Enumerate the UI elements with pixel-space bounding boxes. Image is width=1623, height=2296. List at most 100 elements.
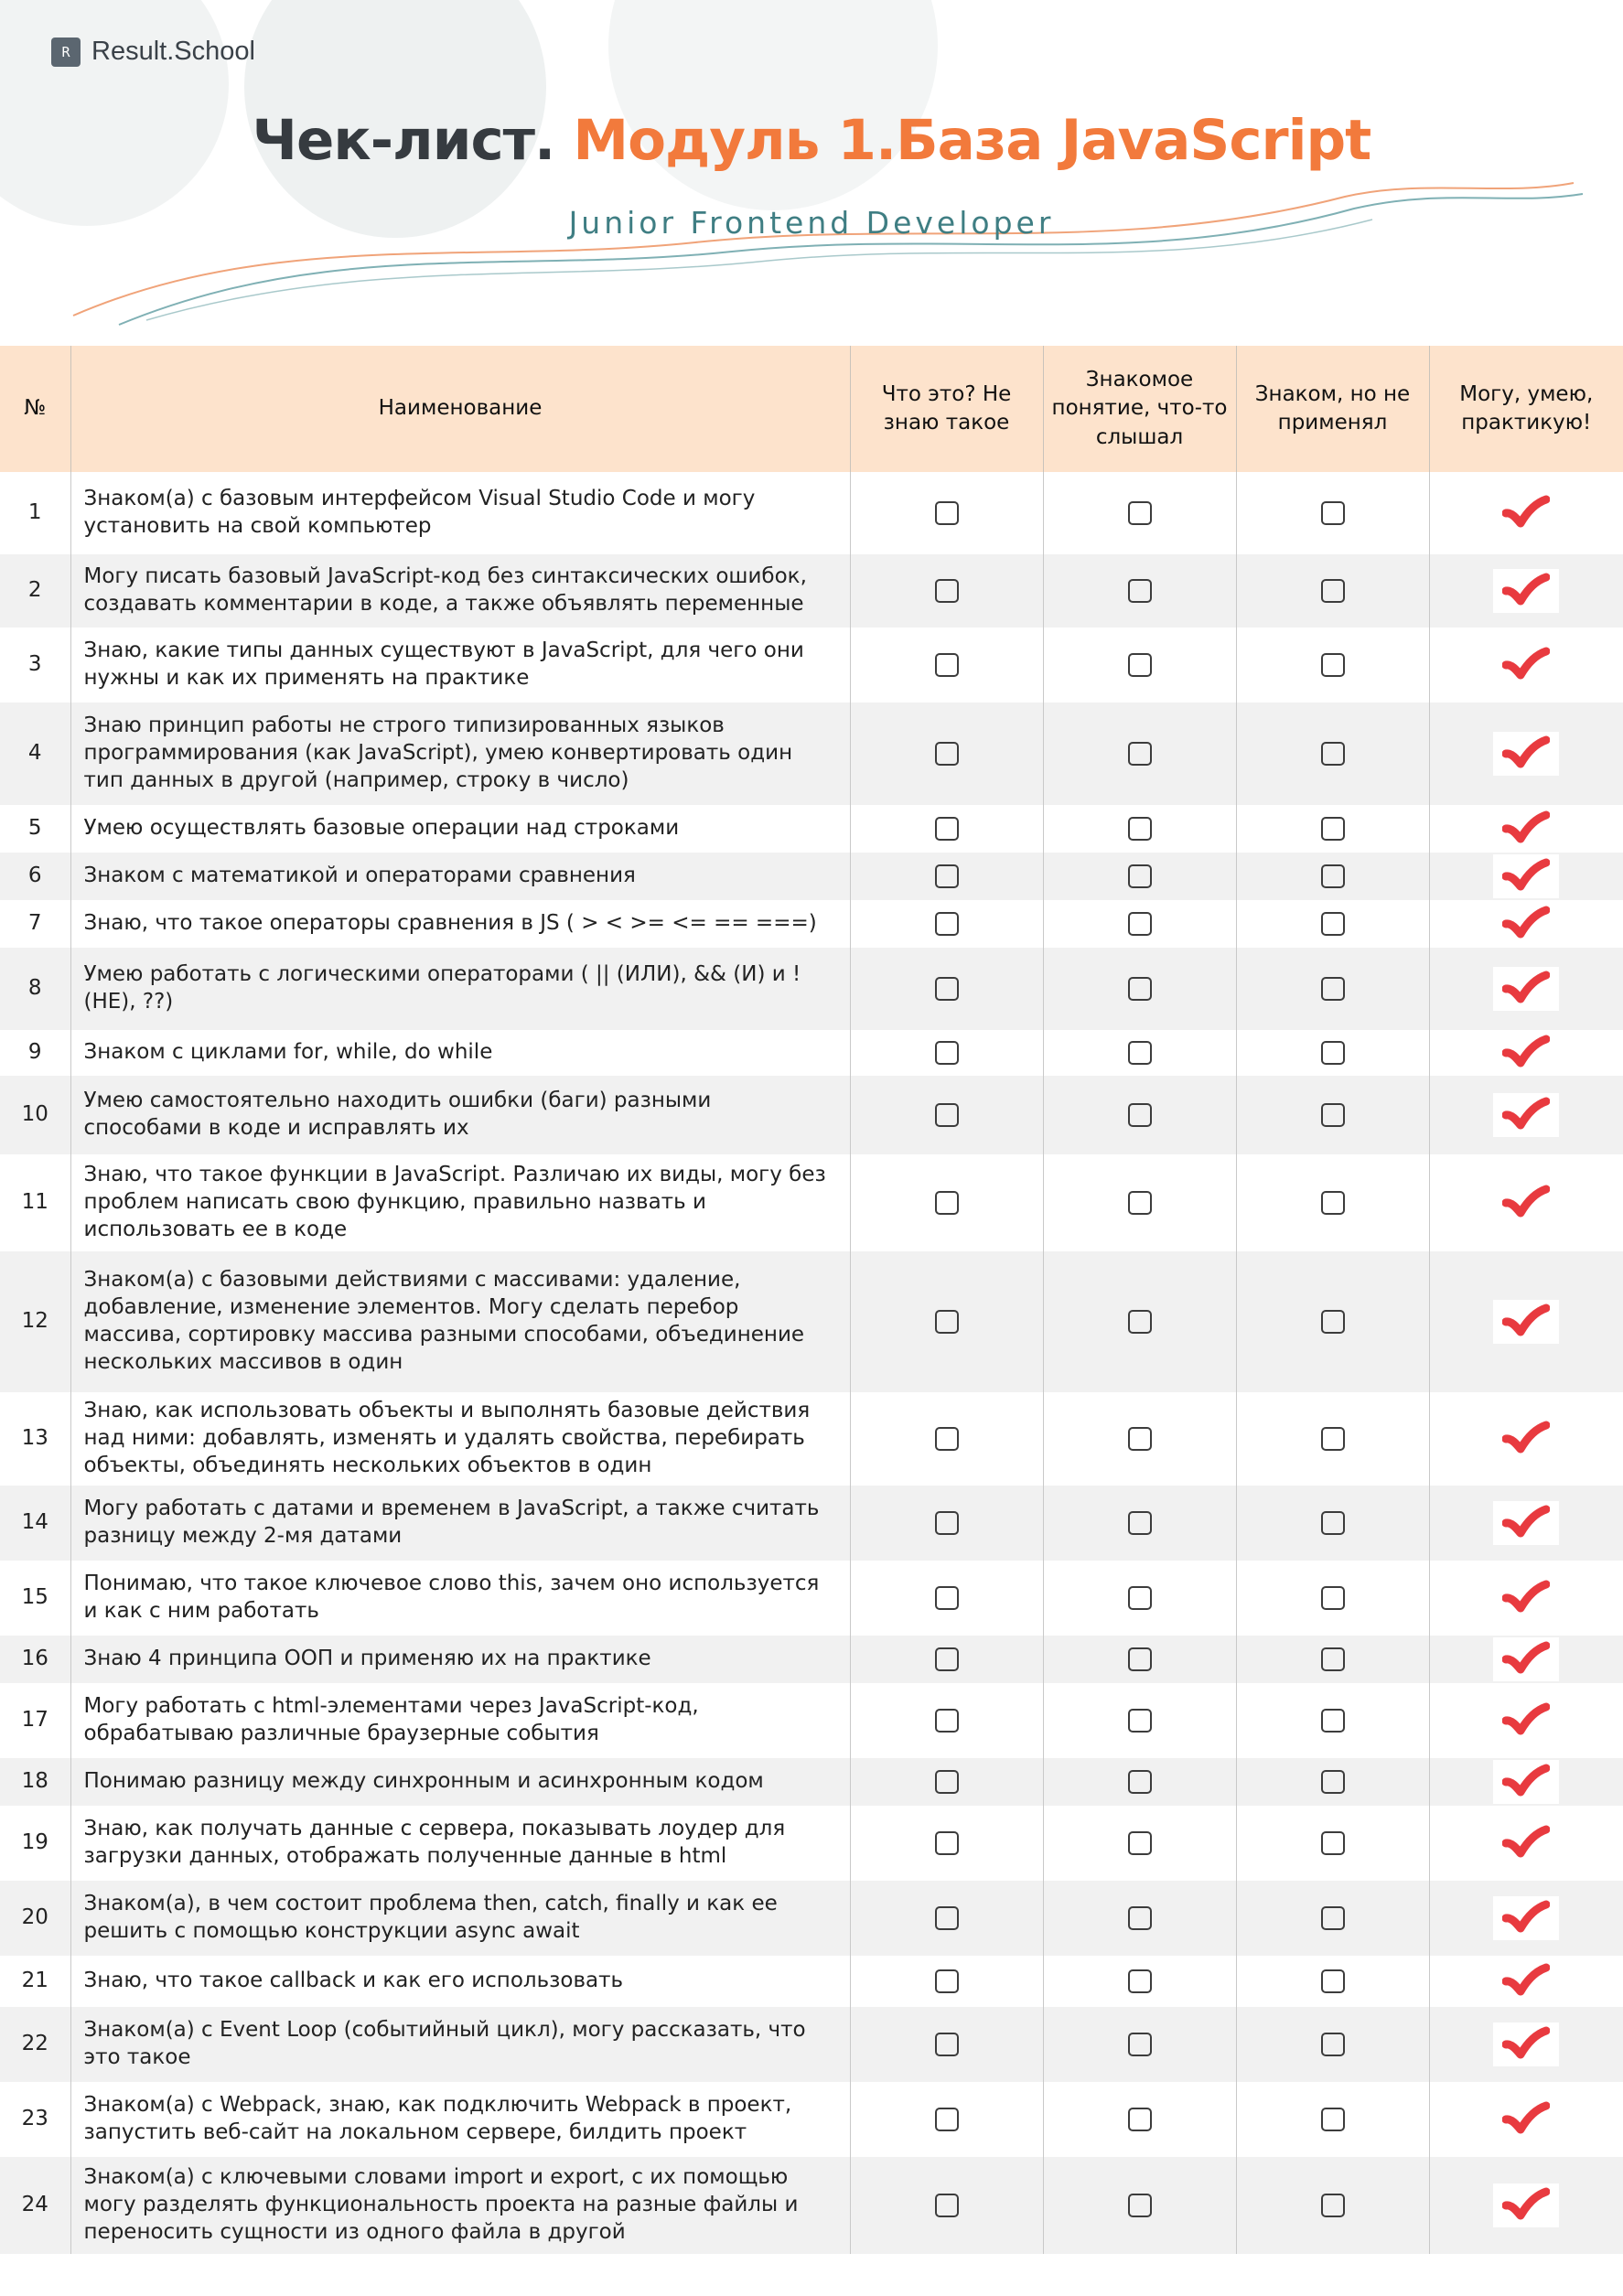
checkbox-heard[interactable] <box>1127 1647 1152 1671</box>
checkbox-unknown[interactable] <box>934 500 959 525</box>
checkbox-heard[interactable] <box>1127 652 1152 677</box>
checkbox-unknown[interactable] <box>934 1769 959 1794</box>
checkbox-unknown[interactable] <box>934 1969 959 1993</box>
checkbox-heard[interactable] <box>1127 1510 1152 1535</box>
checkbox-heard[interactable] <box>1127 1708 1152 1733</box>
checkbox-not-applied[interactable] <box>1320 652 1345 677</box>
checkbox-practice-checked[interactable] <box>1493 854 1560 898</box>
checkbox-unknown[interactable] <box>934 1708 959 1733</box>
checkbox-practice-checked[interactable] <box>1493 1896 1560 1940</box>
checkbox-practice-checked[interactable] <box>1493 732 1560 776</box>
checkbox-unknown[interactable] <box>934 2107 959 2131</box>
checkbox-not-applied[interactable] <box>1320 1830 1345 1855</box>
checkbox-unknown[interactable] <box>934 741 959 766</box>
checkbox-practice-checked[interactable] <box>1493 1093 1560 1137</box>
checkbox-not-applied[interactable] <box>1320 1190 1345 1215</box>
checkbox-practice-checked[interactable] <box>1493 569 1560 613</box>
checkbox-practice-checked[interactable] <box>1493 643 1560 687</box>
checkbox-practice-checked[interactable] <box>1493 2098 1560 2141</box>
checkbox-not-applied[interactable] <box>1320 1426 1345 1451</box>
checkbox-unknown[interactable] <box>934 2193 959 2217</box>
checkbox-not-applied[interactable] <box>1320 1969 1345 1993</box>
checkbox-not-applied[interactable] <box>1320 1585 1345 1610</box>
brand-logo[interactable]: R Result.School <box>51 37 255 67</box>
checkbox-heard[interactable] <box>1127 1190 1152 1215</box>
checkbox-heard[interactable] <box>1127 911 1152 936</box>
checkbox-heard[interactable] <box>1127 864 1152 888</box>
checkbox-not-applied[interactable] <box>1320 2032 1345 2056</box>
checkbox-unknown[interactable] <box>934 911 959 936</box>
checkbox-unknown[interactable] <box>934 1426 959 1451</box>
checkbox-practice-checked[interactable] <box>1493 1576 1560 1620</box>
checkbox-unknown-cell <box>850 1154 1044 1251</box>
checkbox-heard[interactable] <box>1127 1102 1152 1127</box>
checkbox-heard[interactable] <box>1127 2032 1152 2056</box>
checkbox-not-applied[interactable] <box>1320 1510 1345 1535</box>
checkbox-not-applied[interactable] <box>1320 1040 1345 1065</box>
checkbox-unknown[interactable] <box>934 1040 959 1065</box>
checkbox-not-applied[interactable] <box>1320 1769 1345 1794</box>
checkbox-not-applied[interactable] <box>1320 864 1345 888</box>
checkbox-not-applied[interactable] <box>1320 500 1345 525</box>
checkbox-unknown[interactable] <box>934 1510 959 1535</box>
checkbox-not-applied[interactable] <box>1320 1708 1345 1733</box>
checkbox-heard[interactable] <box>1127 741 1152 766</box>
checkbox-heard[interactable] <box>1127 1830 1152 1855</box>
checkbox-unknown[interactable] <box>934 1190 959 1215</box>
checkbox-practice-checked[interactable] <box>1493 1300 1560 1344</box>
checkbox-practice-checked[interactable] <box>1493 1417 1560 1461</box>
checkbox-heard[interactable] <box>1127 500 1152 525</box>
checkbox-not-applied[interactable] <box>1320 2193 1345 2217</box>
checkbox-not-applied[interactable] <box>1320 578 1345 603</box>
checkbox-practice-checked[interactable] <box>1493 2183 1560 2227</box>
checkbox-practice-checked[interactable] <box>1493 1181 1560 1225</box>
checkbox-unknown[interactable] <box>934 1309 959 1334</box>
checkbox-unknown[interactable] <box>934 1830 959 1855</box>
checkbox-not-applied[interactable] <box>1320 816 1345 841</box>
checkbox-not-applied[interactable] <box>1320 1905 1345 1930</box>
checkbox-unknown[interactable] <box>934 652 959 677</box>
checkbox-not-applied[interactable] <box>1320 1309 1345 1334</box>
checkbox-heard[interactable] <box>1127 1309 1152 1334</box>
checkbox-practice-cell <box>1429 2157 1623 2254</box>
checkbox-practice-checked[interactable] <box>1493 491 1560 535</box>
checkbox-practice-checked[interactable] <box>1493 1760 1560 1804</box>
checkbox-practice-checked[interactable] <box>1493 1031 1560 1075</box>
checkbox-not-applied[interactable] <box>1320 976 1345 1001</box>
checkbox-not-applied[interactable] <box>1320 2107 1345 2131</box>
checkbox-practice-checked[interactable] <box>1493 1821 1560 1865</box>
checkbox-heard[interactable] <box>1127 1769 1152 1794</box>
checkbox-heard[interactable] <box>1127 578 1152 603</box>
checkbox-practice-checked[interactable] <box>1493 1959 1560 2003</box>
checkbox-practice-checked[interactable] <box>1493 1699 1560 1743</box>
checkbox-not-applied[interactable] <box>1320 911 1345 936</box>
checkbox-practice-checked[interactable] <box>1493 1501 1560 1545</box>
checkbox-heard[interactable] <box>1127 816 1152 841</box>
checkbox-heard[interactable] <box>1127 1969 1152 1993</box>
checkbox-practice-checked[interactable] <box>1493 2022 1560 2066</box>
checkbox-not-applied[interactable] <box>1320 1647 1345 1671</box>
checkbox-unknown[interactable] <box>934 1585 959 1610</box>
checkbox-unknown[interactable] <box>934 816 959 841</box>
checkbox-unknown[interactable] <box>934 1647 959 1671</box>
checkbox-unknown[interactable] <box>934 2032 959 2056</box>
checkbox-not-applied[interactable] <box>1320 741 1345 766</box>
checkbox-not-applied[interactable] <box>1320 1102 1345 1127</box>
checkbox-unknown[interactable] <box>934 864 959 888</box>
checkbox-unknown[interactable] <box>934 1102 959 1127</box>
checkbox-heard[interactable] <box>1127 1040 1152 1065</box>
checkbox-heard[interactable] <box>1127 1585 1152 1610</box>
checkbox-practice-checked[interactable] <box>1493 1637 1560 1681</box>
checkbox-unknown[interactable] <box>934 976 959 1001</box>
checkbox-practice-checked[interactable] <box>1493 902 1560 946</box>
checkbox-heard[interactable] <box>1127 2107 1152 2131</box>
checkbox-heard[interactable] <box>1127 1905 1152 1930</box>
check-mark-icon <box>1501 1963 1551 1996</box>
checkbox-practice-checked[interactable] <box>1493 807 1560 851</box>
checkbox-unknown[interactable] <box>934 578 959 603</box>
checkbox-heard[interactable] <box>1127 2193 1152 2217</box>
checkbox-heard[interactable] <box>1127 1426 1152 1451</box>
checkbox-heard[interactable] <box>1127 976 1152 1001</box>
checkbox-practice-checked[interactable] <box>1493 967 1560 1011</box>
checkbox-unknown[interactable] <box>934 1905 959 1930</box>
